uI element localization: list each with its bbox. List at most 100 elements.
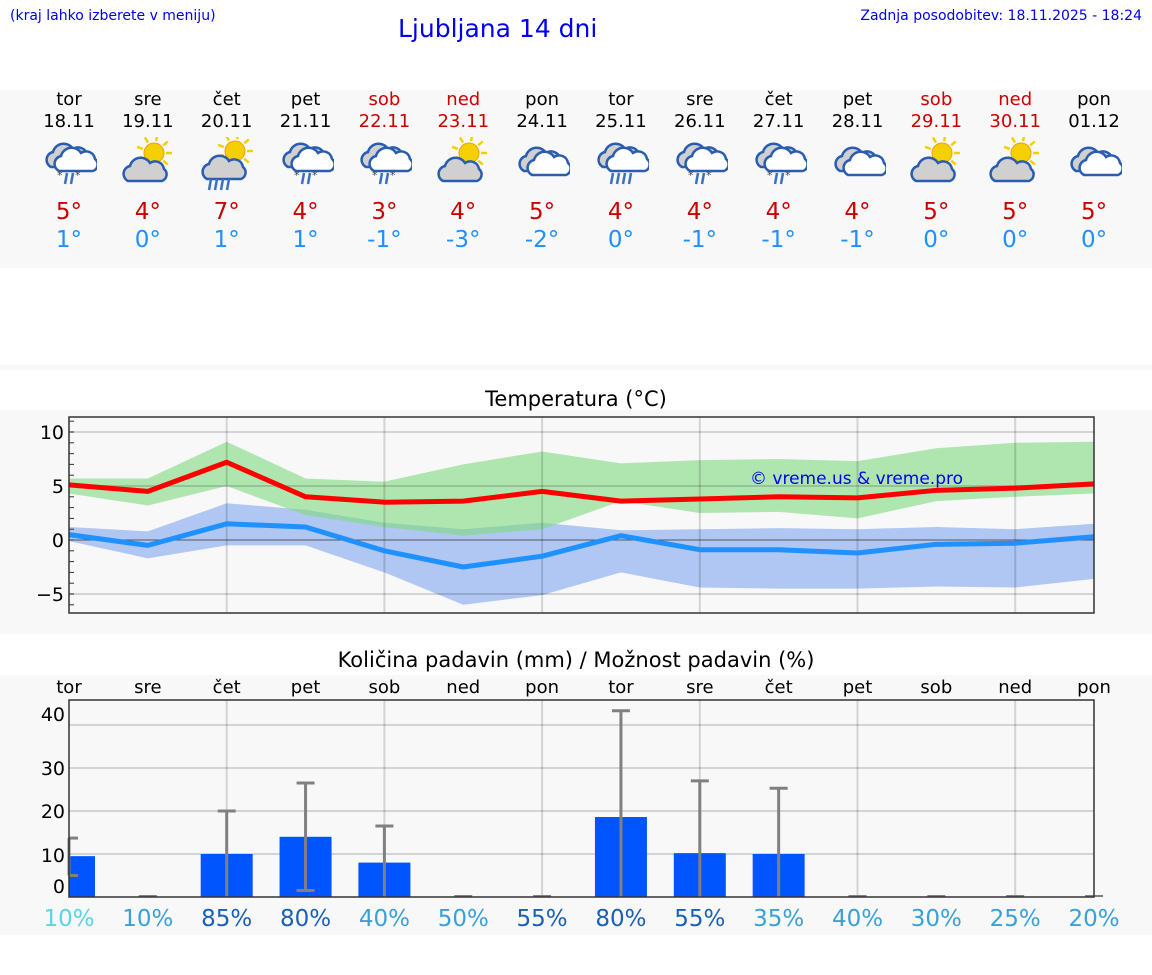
max-temp: 3° bbox=[371, 199, 398, 225]
max-temp: 4° bbox=[292, 199, 319, 225]
min-temp-line bbox=[68, 521, 1095, 570]
day-date: 23.11 bbox=[437, 111, 490, 132]
day-date: 27.11 bbox=[752, 111, 805, 132]
precipitation-probability: 40% bbox=[832, 906, 883, 932]
day-name: sob bbox=[920, 89, 953, 110]
precipitation-chart-title: Količina padavin (mm) / Možnost padavin … bbox=[337, 648, 815, 672]
min-temp: -1° bbox=[682, 227, 718, 253]
y-tick-label: 5 bbox=[52, 476, 64, 498]
max-temp: 4° bbox=[607, 199, 634, 225]
day-label: pon bbox=[525, 677, 559, 698]
day-name: pet bbox=[290, 89, 321, 110]
day-column: sob 29.11 5° 0° bbox=[896, 90, 976, 254]
max-temp: 4° bbox=[765, 199, 792, 225]
partly-sunny-icon bbox=[910, 137, 961, 183]
svg-text:*: * bbox=[785, 169, 791, 182]
day-column: ned 30.11 5° 0° bbox=[975, 90, 1055, 254]
svg-text:*: * bbox=[390, 169, 396, 182]
max-temp: 4° bbox=[844, 199, 871, 225]
min-temp: 1° bbox=[292, 227, 319, 253]
max-temp: 4° bbox=[134, 199, 161, 225]
partly-sunny-icon bbox=[989, 137, 1040, 183]
day-date: 01.12 bbox=[1068, 111, 1120, 132]
cloud-rain-snow-icon: * * bbox=[676, 142, 728, 185]
day-label: sre bbox=[686, 677, 713, 698]
cloud-rain-icon bbox=[597, 142, 649, 185]
day-column: ned 23.11 4° -3° bbox=[423, 90, 503, 254]
precipitation-probability: 30% bbox=[911, 906, 962, 932]
day-date: 30.11 bbox=[989, 111, 1041, 132]
precipitation-probability: 35% bbox=[753, 906, 804, 932]
day-name: sre bbox=[134, 89, 162, 110]
day-column: tor 18.11 * * 5° 1° bbox=[29, 90, 109, 254]
precipitation-probability: 10% bbox=[122, 906, 173, 932]
day-column: pet 28.11 4° -1° bbox=[818, 90, 898, 254]
precipitation-probability: 50% bbox=[438, 906, 489, 932]
precipitation-plot-frame bbox=[68, 699, 1095, 898]
day-date: 26.11 bbox=[674, 111, 726, 132]
min-temp: 0° bbox=[134, 227, 161, 253]
min-temp: -1° bbox=[761, 227, 796, 253]
max-temp-line bbox=[68, 459, 1095, 505]
min-temp: -1° bbox=[367, 227, 402, 253]
precipitation-probability: 10% bbox=[43, 906, 94, 932]
precipitation-probability: 55% bbox=[517, 906, 568, 932]
day-column: pon 01.12 5° 0° bbox=[1054, 90, 1134, 254]
day-name: sob bbox=[368, 89, 401, 110]
min-temp: 0° bbox=[923, 227, 950, 253]
min-temp: -2° bbox=[524, 227, 560, 253]
svg-text:*: * bbox=[294, 169, 300, 182]
day-column: sre 26.11 * * 4° -1° bbox=[660, 90, 740, 254]
day-name: tor bbox=[56, 89, 82, 110]
min-temp: 1° bbox=[213, 227, 240, 253]
day-label: pet bbox=[843, 677, 873, 698]
daily-forecast-strip bbox=[0, 90, 1152, 268]
day-name: pet bbox=[842, 89, 873, 110]
sun-rain-icon bbox=[201, 137, 253, 191]
precipitation-probability: 25% bbox=[990, 906, 1041, 932]
page-title: Ljubljana 14 dni bbox=[398, 14, 598, 43]
day-date: 28.11 bbox=[831, 111, 884, 132]
min-temp: -1° bbox=[840, 227, 875, 253]
max-temp: 5° bbox=[529, 199, 556, 225]
day-column: pon 24.11 5° -2° bbox=[502, 90, 582, 254]
day-name: čet bbox=[212, 89, 241, 110]
day-name: tor bbox=[608, 89, 634, 110]
y-tick-label: 40 bbox=[41, 704, 65, 726]
day-date: 24.11 bbox=[516, 111, 568, 132]
day-name: sre bbox=[686, 89, 714, 110]
watermark: © vreme.us & vreme.pro bbox=[750, 469, 963, 489]
day-label: sob bbox=[368, 677, 400, 698]
day-label: čet bbox=[213, 677, 241, 698]
max-temp: 5° bbox=[923, 199, 950, 225]
cloudy-icon bbox=[833, 146, 886, 177]
divider bbox=[0, 365, 1152, 370]
y-tick-label: −5 bbox=[36, 584, 64, 606]
day-date: 25.11 bbox=[595, 111, 647, 132]
day-label: tor bbox=[56, 677, 82, 698]
day-name: ned bbox=[998, 89, 1033, 110]
day-column: čet 20.11 7° 1° bbox=[187, 90, 267, 254]
day-date: 21.11 bbox=[279, 111, 332, 132]
min-temp: 0° bbox=[1080, 227, 1108, 253]
day-column: sre 19.11 4° 0° bbox=[108, 90, 188, 254]
last-updated: Zadnja posodobitev: 18.11.2025 - 18:24 bbox=[860, 8, 1142, 24]
y-tick-label: 0 bbox=[52, 530, 64, 552]
precipitation-probability: 55% bbox=[674, 906, 725, 932]
cloud-rain-snow-icon: * * bbox=[45, 142, 97, 185]
svg-text:*: * bbox=[75, 169, 81, 182]
day-label: ned bbox=[998, 677, 1032, 698]
min-temp: 1° bbox=[55, 227, 83, 253]
temperature-plot-frame bbox=[68, 416, 1095, 614]
max-temp-range-band bbox=[69, 441, 1095, 536]
partly-sunny-icon bbox=[122, 137, 172, 183]
cloud-rain-snow-icon: * * bbox=[281, 142, 334, 185]
day-column: tor 25.11 4° 0° bbox=[581, 90, 661, 254]
day-label: sre bbox=[134, 677, 161, 698]
cloud-rain-snow-icon: * * bbox=[360, 142, 413, 185]
y-tick-label: 0 bbox=[53, 876, 65, 898]
day-label: tor bbox=[608, 677, 634, 698]
day-label: čet bbox=[765, 677, 793, 698]
max-temp: 4° bbox=[450, 199, 477, 225]
